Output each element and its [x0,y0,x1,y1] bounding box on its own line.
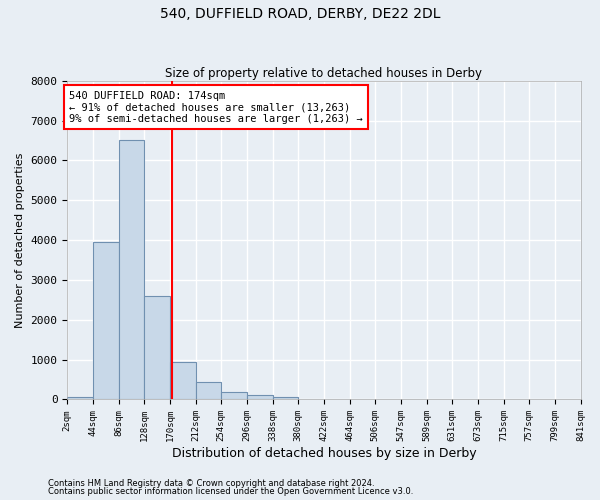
Text: 540, DUFFIELD ROAD, DERBY, DE22 2DL: 540, DUFFIELD ROAD, DERBY, DE22 2DL [160,8,440,22]
X-axis label: Distribution of detached houses by size in Derby: Distribution of detached houses by size … [172,447,476,460]
Bar [196,382,221,400]
Bar [93,242,119,400]
Title: Size of property relative to detached houses in Derby: Size of property relative to detached ho… [166,66,482,80]
Bar [170,362,196,400]
Text: Contains HM Land Registry data © Crown copyright and database right 2024.: Contains HM Land Registry data © Crown c… [48,478,374,488]
Bar [221,392,247,400]
Bar [144,296,170,400]
Bar [119,140,144,400]
Bar [272,398,298,400]
Bar [67,396,93,400]
Text: Contains public sector information licensed under the Open Government Licence v3: Contains public sector information licen… [48,487,413,496]
Text: 540 DUFFIELD ROAD: 174sqm
← 91% of detached houses are smaller (13,263)
9% of se: 540 DUFFIELD ROAD: 174sqm ← 91% of detac… [69,90,363,124]
Y-axis label: Number of detached properties: Number of detached properties [15,152,25,328]
Bar [247,396,272,400]
